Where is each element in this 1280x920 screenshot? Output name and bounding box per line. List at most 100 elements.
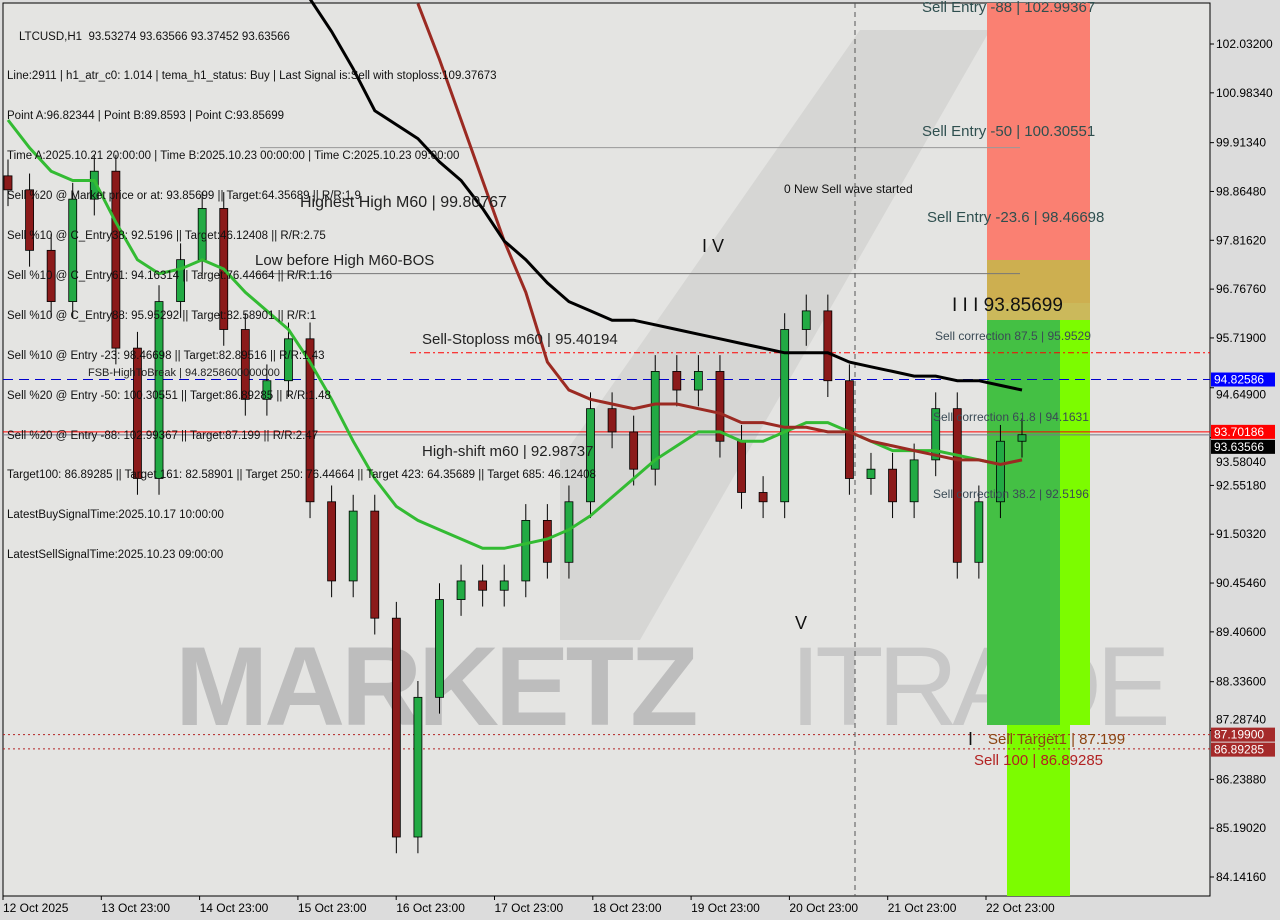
- y-tick-label: 89.40600: [1216, 625, 1266, 639]
- candle: [305, 338, 315, 503]
- info-panel: LTCUSD,H1 93.53274 93.63566 93.37452 93.…: [7, 4, 596, 576]
- fibonacci-zones: [987, 3, 1090, 896]
- info-line: Target100: 86.89285 || Target 161: 82.58…: [7, 469, 596, 482]
- info-line: Time A:2025.10.21 20:00:00 | Time B:2025…: [7, 150, 460, 163]
- candle: [931, 408, 941, 461]
- candle: [650, 371, 660, 470]
- candle: [758, 492, 768, 503]
- watermark-shape: [560, 30, 990, 640]
- info-line: LatestSellSignalTime:2025.10.23 09:00:00: [7, 549, 224, 562]
- price-tag-label-sell100: 86.89285: [1214, 743, 1264, 757]
- candle: [499, 580, 509, 591]
- zone-red: [987, 3, 1090, 303]
- watermark-logo-trade: ITRADE: [790, 624, 1166, 749]
- info-line: Sell %10 @ Entry -23: 98.46698 || Target…: [7, 349, 325, 362]
- price-tag-label-current: 93.63566: [1214, 440, 1264, 454]
- info-line: Sell %20 @ Entry -50: 100.30551 || Targe…: [7, 389, 331, 402]
- wave-v-label: V: [795, 613, 808, 633]
- candle: [823, 310, 833, 382]
- price-axis: [1211, 0, 1280, 920]
- candle: [46, 249, 56, 302]
- sell-correction-382-label: Sell correction 38.2 | 92.5196: [933, 487, 1089, 501]
- candle: [262, 380, 272, 400]
- x-tick-label: 20 Oct 23:00: [789, 901, 858, 915]
- high-shift-label: High-shift m60 | 92.98737: [422, 443, 594, 460]
- price-tag-sell100: [1211, 742, 1275, 757]
- wave-iv-label: I V: [702, 236, 725, 256]
- zone-lime: [1060, 320, 1090, 725]
- candle: [154, 301, 164, 479]
- x-tick-label: 16 Oct 23:00: [396, 901, 465, 915]
- sell-correction-618-label: Sell correction 61.8 | 94.1631: [933, 410, 1089, 424]
- x-tick-label: 15 Oct 23:00: [298, 901, 367, 915]
- price-tag-red: [1211, 424, 1275, 439]
- fsb-label: FSB-HighToBreak | 94.8258600000000: [88, 367, 280, 379]
- candle: [521, 520, 531, 582]
- candle: [435, 599, 444, 698]
- info-line: Line:2911 | h1_atr_c0: 1.014 | tema_h1_s…: [7, 70, 497, 83]
- zone-yellow: [987, 260, 1090, 320]
- sell-100-label: Sell 100 | 86.89285: [974, 752, 1104, 769]
- y-tick-label: 93.58040: [1216, 455, 1266, 469]
- candle: [629, 431, 639, 470]
- candle: [737, 440, 746, 493]
- price-tag-fsb: [1211, 372, 1275, 387]
- candle: [133, 347, 142, 479]
- y-tick-label: 88.33600: [1216, 675, 1266, 689]
- candle: [996, 440, 1005, 503]
- candle: [693, 371, 703, 391]
- candle: [952, 408, 962, 563]
- candle: [888, 468, 897, 503]
- sell-entry-88-label: Sell Entry -88 | 102.99367: [922, 0, 1096, 16]
- x-tick-label: 13 Oct 23:00: [101, 901, 170, 915]
- y-tick-label: 86.23880: [1216, 772, 1266, 786]
- y-tick-label: 84.14160: [1216, 870, 1266, 884]
- y-tick-label: 99.91340: [1216, 136, 1266, 150]
- y-tick-label: 95.71900: [1216, 331, 1266, 345]
- candle: [348, 510, 358, 582]
- candle: [111, 170, 121, 349]
- price-tag-label-target1: 87.19900: [1214, 728, 1264, 742]
- candle: [672, 371, 682, 391]
- candle: [25, 189, 34, 251]
- zone-lime-strip: [1007, 725, 1070, 896]
- candle: [284, 338, 293, 382]
- candle: [866, 468, 876, 479]
- candle: [1017, 434, 1027, 442]
- wave-iii-label: I I I 93.85699: [952, 295, 1063, 316]
- low-before-high-label: Low before High M60-BOS: [255, 252, 435, 269]
- y-tick-label: 100.98340: [1216, 86, 1273, 100]
- price-tag-target1: [1211, 727, 1275, 742]
- candle: [801, 310, 811, 330]
- sell-entry-236-label: Sell Entry -23.6 | 98.46698: [927, 209, 1105, 226]
- sell-stoploss-label: Sell-Stoploss m60 | 95.40194: [422, 331, 618, 348]
- y-tick-label: 94.64900: [1216, 388, 1266, 402]
- candle: [327, 501, 337, 582]
- highest-high-label: Highest High M60 | 99.80767: [300, 194, 507, 211]
- moving-average-brown: [416, 3, 1023, 467]
- candle: [909, 459, 919, 503]
- candle: [3, 175, 13, 191]
- y-tick-label: 96.76760: [1216, 282, 1266, 296]
- x-tick-label: 18 Oct 23:00: [593, 901, 662, 915]
- sell-correction-875-label: Sell correction 87.5 | 95.9529: [935, 329, 1091, 343]
- info-line: Sell %20 @ Entry -88: 102.99367 || Targe…: [7, 429, 319, 442]
- x-tick-label: 12 Oct 2025: [3, 901, 69, 915]
- y-tick-label: 102.03200: [1216, 37, 1273, 51]
- sell-entry-50-label: Sell Entry -50 | 100.30551: [922, 123, 1096, 140]
- info-line: Sell %10 @ C_Entry88: 95.95292 || Target…: [7, 309, 317, 322]
- price-tag-current: [1211, 439, 1275, 454]
- symbol-line: LTCUSD,H1 93.53274 93.63566 93.37452 93.…: [19, 30, 290, 43]
- candle: [715, 371, 725, 442]
- info-line: Sell %10 @ C_Entry38: 92.5196 || Target:…: [7, 230, 326, 243]
- y-tick-label: 97.81620: [1216, 233, 1266, 247]
- x-tick-label: 17 Oct 23:00: [495, 901, 564, 915]
- x-tick-label: 14 Oct 23:00: [200, 901, 269, 915]
- candle: [391, 617, 401, 838]
- candle: [780, 329, 790, 503]
- price-tag-label-red: 93.70186: [1214, 425, 1264, 439]
- info-line: Sell %10 @ C_Entry61: 94.16314 || Target…: [7, 269, 333, 282]
- candle: [456, 580, 466, 600]
- x-tick-label: 21 Oct 23:00: [888, 901, 957, 915]
